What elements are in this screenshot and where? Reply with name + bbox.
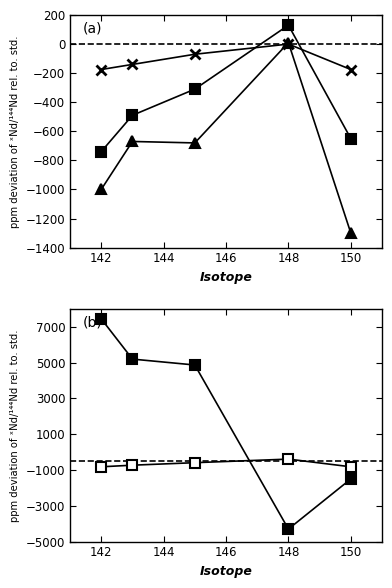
Text: (a): (a) (83, 22, 102, 36)
Y-axis label: ppm deviation of ˣNd/¹⁴⁴Nd rel. to. std.: ppm deviation of ˣNd/¹⁴⁴Nd rel. to. std. (10, 329, 20, 522)
Y-axis label: ppm deviation of ˣNd/¹⁴⁴Nd rel. to. std.: ppm deviation of ˣNd/¹⁴⁴Nd rel. to. std. (10, 35, 20, 228)
X-axis label: Isotope: Isotope (200, 271, 252, 284)
X-axis label: Isotope: Isotope (200, 565, 252, 578)
Text: (b): (b) (83, 316, 102, 330)
